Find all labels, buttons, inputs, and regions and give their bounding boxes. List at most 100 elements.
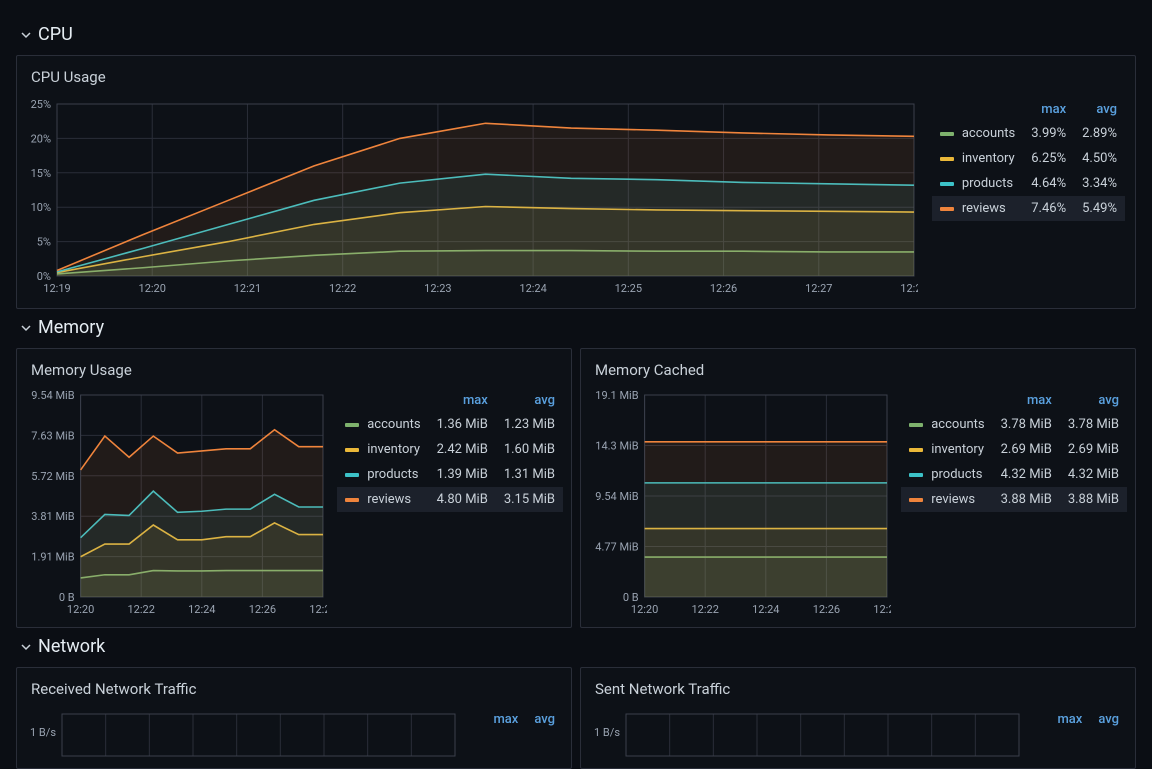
svg-text:12:23: 12:23	[424, 282, 451, 295]
legend-row[interactable]: reviews4.80 MiB3.15 MiB	[337, 487, 563, 512]
legend-header-max: max	[1049, 708, 1090, 731]
chart-memory-usage[interactable]: 0 B1.91 MiB3.81 MiB5.72 MiB7.63 MiB9.54 …	[25, 389, 327, 619]
svg-text:12:20: 12:20	[139, 282, 166, 295]
legend-avg: 3.78 MiB	[1060, 412, 1127, 437]
chart-memory-cached[interactable]: 0 B4.77 MiB9.54 MiB14.3 MiB19.1 MiB12:20…	[589, 389, 891, 619]
legend-max: 2.42 MiB	[429, 437, 496, 462]
legend-row[interactable]: inventory2.69 MiB2.69 MiB	[901, 437, 1127, 462]
legend-avg: 4.50%	[1074, 146, 1125, 171]
section-header-cpu[interactable]: CPU	[20, 24, 1136, 45]
legend-max: 3.99%	[1023, 121, 1074, 146]
svg-text:12:24: 12:24	[752, 603, 779, 616]
legend-avg: 1.23 MiB	[496, 412, 563, 437]
legend-row[interactable]: products4.64%3.34%	[932, 171, 1125, 196]
chart-cpu-usage[interactable]: 0%5%10%15%20%25%12:1912:2012:2112:2212:2…	[27, 98, 918, 298]
legend-max: 1.36 MiB	[429, 412, 496, 437]
legend-max: 1.39 MiB	[429, 462, 496, 487]
legend-swatch	[940, 182, 954, 186]
legend-avg: 3.34%	[1074, 171, 1125, 196]
svg-text:12:20: 12:20	[631, 603, 658, 616]
legend-swatch	[345, 473, 359, 477]
legend-row[interactable]: accounts1.36 MiB1.23 MiB	[337, 412, 563, 437]
legend-row[interactable]: products4.32 MiB4.32 MiB	[901, 462, 1127, 487]
svg-text:9.54 MiB: 9.54 MiB	[31, 389, 74, 402]
legend-sent-network: maxavg	[1033, 708, 1127, 760]
legend-header-max: max	[1023, 98, 1074, 121]
legend-swatch	[345, 423, 359, 427]
svg-text:12:24: 12:24	[188, 603, 215, 616]
legend-header-max: max	[485, 708, 526, 731]
svg-text:12:27: 12:27	[805, 282, 832, 295]
chart-sent-network[interactable]: 1 B/s	[589, 708, 1023, 760]
legend-swatch	[909, 423, 923, 427]
svg-text:14.3 MiB: 14.3 MiB	[595, 440, 638, 453]
svg-text:7.63 MiB: 7.63 MiB	[31, 429, 74, 442]
legend-swatch	[909, 498, 923, 502]
legend-max: 4.80 MiB	[429, 487, 496, 512]
legend-swatch	[940, 207, 954, 211]
legend-avg: 1.31 MiB	[496, 462, 563, 487]
panel-title: Received Network Traffic	[17, 668, 571, 704]
svg-text:12:22: 12:22	[127, 603, 154, 616]
svg-text:1 B/s: 1 B/s	[594, 726, 620, 739]
legend-row[interactable]: inventory6.25%4.50%	[932, 146, 1125, 171]
legend-memory-cached: maxavgaccounts3.78 MiB3.78 MiBinventory2…	[901, 389, 1127, 619]
panel-cpu-usage: CPU Usage 0%5%10%15%20%25%12:1912:2012:2…	[16, 55, 1136, 309]
panel-title: Memory Cached	[581, 349, 1135, 385]
legend-row[interactable]: accounts3.78 MiB3.78 MiB	[901, 412, 1127, 437]
chevron-down-icon	[20, 641, 32, 653]
legend-avg: 3.88 MiB	[1060, 487, 1127, 512]
panel-title: Sent Network Traffic	[581, 668, 1135, 704]
legend-header-avg: avg	[1074, 98, 1125, 121]
legend-header-avg: avg	[526, 708, 563, 731]
svg-text:9.54 MiB: 9.54 MiB	[595, 490, 638, 503]
legend-cpu-usage: maxavgaccounts3.99%2.89%inventory6.25%4.…	[932, 98, 1125, 298]
legend-row[interactable]: reviews7.46%5.49%	[932, 196, 1125, 221]
legend-max: 7.46%	[1023, 196, 1074, 221]
legend-avg: 1.60 MiB	[496, 437, 563, 462]
legend-row[interactable]: accounts3.99%2.89%	[932, 121, 1125, 146]
svg-text:12:22: 12:22	[691, 603, 718, 616]
legend-row[interactable]: products1.39 MiB1.31 MiB	[337, 462, 563, 487]
legend-avg: 4.32 MiB	[1060, 462, 1127, 487]
legend-avg: 5.49%	[1074, 196, 1125, 221]
chevron-down-icon	[20, 322, 32, 334]
legend-max: 4.64%	[1023, 171, 1074, 196]
svg-text:25%: 25%	[31, 98, 51, 111]
svg-text:12:25: 12:25	[615, 282, 642, 295]
section-header-memory[interactable]: Memory	[20, 317, 1136, 338]
section-title: Network	[38, 636, 105, 657]
legend-swatch	[940, 132, 954, 136]
panel-memory-usage: Memory Usage 0 B1.91 MiB3.81 MiB5.72 MiB…	[16, 348, 572, 628]
svg-text:4.77 MiB: 4.77 MiB	[595, 541, 638, 554]
legend-row[interactable]: reviews3.88 MiB3.88 MiB	[901, 487, 1127, 512]
svg-text:12:24: 12:24	[519, 282, 546, 295]
svg-text:12:21: 12:21	[234, 282, 261, 295]
svg-text:12:26: 12:26	[249, 603, 276, 616]
chart-received-network[interactable]: 1 B/s	[25, 708, 459, 760]
legend-avg: 3.15 MiB	[496, 487, 563, 512]
svg-text:12:28: 12:28	[873, 603, 891, 616]
panel-title: Memory Usage	[17, 349, 571, 385]
legend-swatch	[345, 448, 359, 452]
panel-title: CPU Usage	[17, 56, 1135, 92]
svg-text:5.72 MiB: 5.72 MiB	[31, 470, 74, 483]
legend-memory-usage: maxavgaccounts1.36 MiB1.23 MiBinventory2…	[337, 389, 563, 619]
legend-max: 3.88 MiB	[993, 487, 1060, 512]
svg-text:15%: 15%	[31, 167, 51, 180]
svg-text:12:26: 12:26	[710, 282, 737, 295]
svg-text:12:19: 12:19	[43, 282, 70, 295]
svg-text:12:20: 12:20	[67, 603, 94, 616]
legend-header-avg: avg	[1060, 389, 1127, 412]
legend-max: 3.78 MiB	[993, 412, 1060, 437]
section-header-network[interactable]: Network	[20, 636, 1136, 657]
legend-max: 4.32 MiB	[993, 462, 1060, 487]
legend-header-max: max	[429, 389, 496, 412]
legend-header-avg: avg	[1090, 708, 1127, 731]
svg-text:1 B/s: 1 B/s	[30, 726, 56, 739]
legend-row[interactable]: inventory2.42 MiB1.60 MiB	[337, 437, 563, 462]
svg-text:19.1 MiB: 19.1 MiB	[595, 389, 638, 402]
legend-swatch	[909, 473, 923, 477]
svg-text:10%: 10%	[31, 201, 51, 214]
svg-text:20%: 20%	[31, 132, 51, 145]
